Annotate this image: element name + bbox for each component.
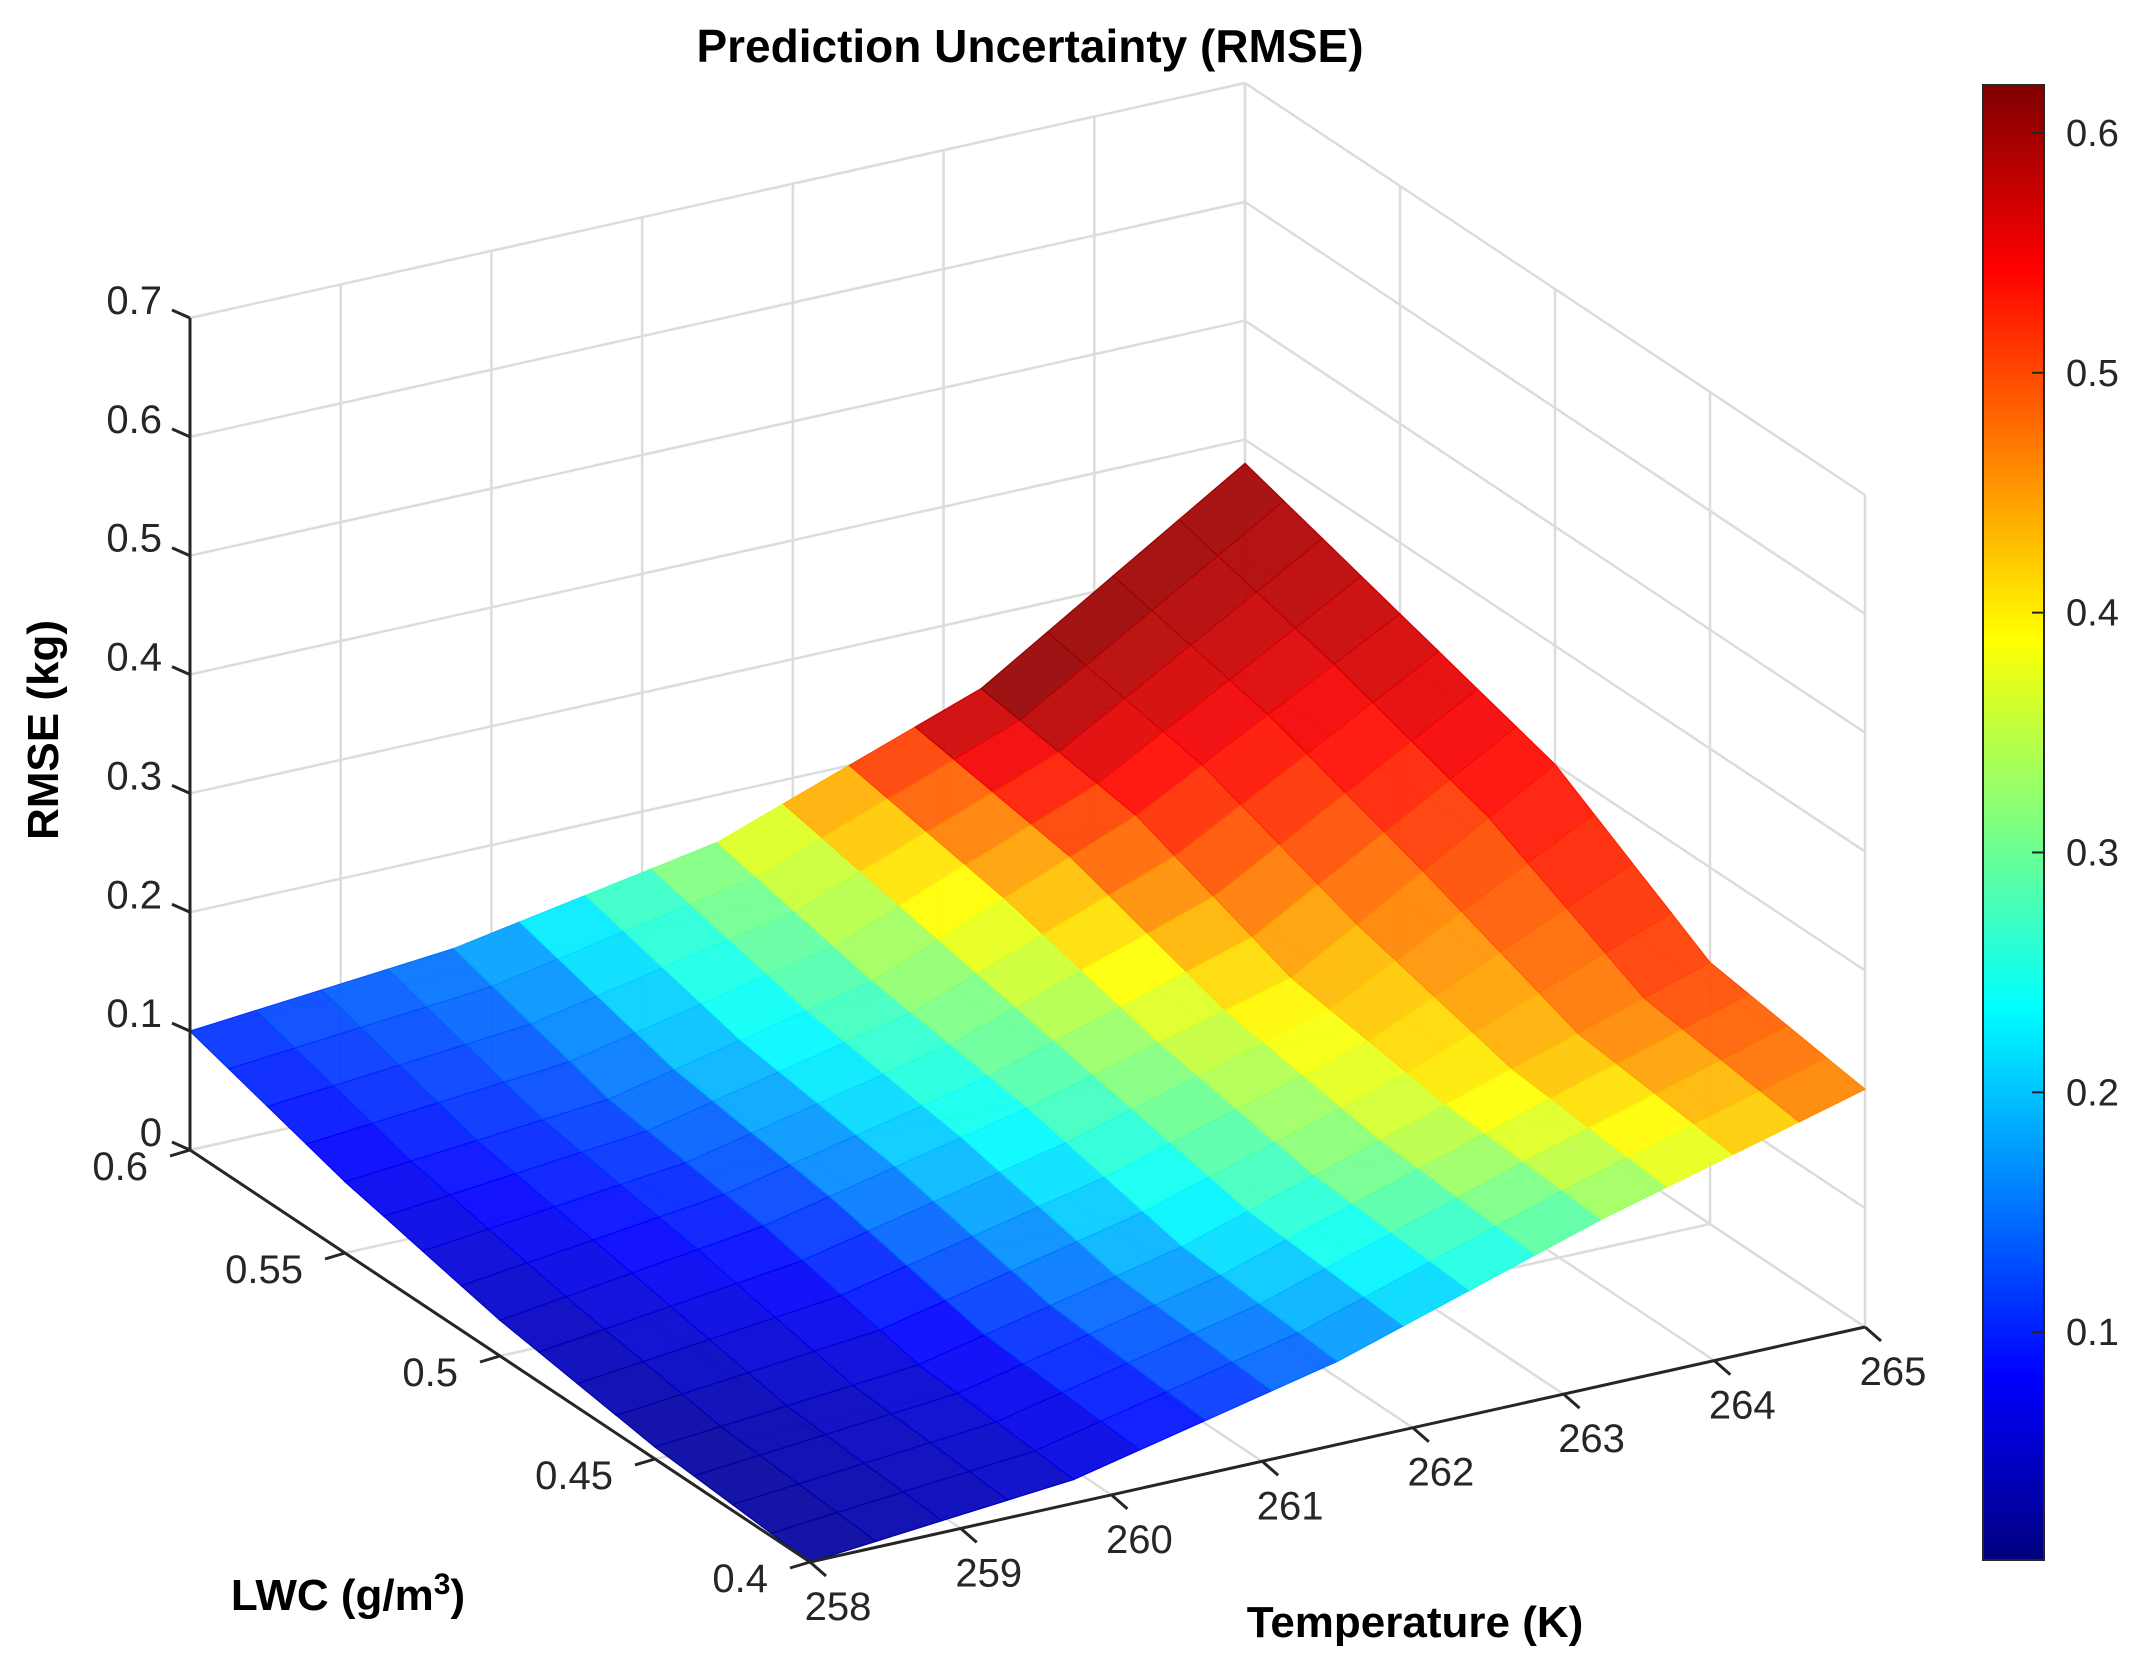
x-tick-label: 261	[1257, 1484, 1324, 1528]
y-axis-label: LWC (g/m3)	[231, 1568, 465, 1620]
z-tick-label: 0.7	[106, 279, 162, 323]
y-tick-label: 0.4	[712, 1557, 768, 1601]
grid-line	[189, 200, 1246, 439]
x-tick	[1864, 1325, 1882, 1343]
y-tick-label: 0.5	[402, 1351, 458, 1395]
z-tick	[171, 308, 191, 320]
z-axis-label: RMSE (kg)	[19, 620, 68, 840]
colorbar-tick-label: 0.3	[2066, 832, 2119, 874]
z-tick	[171, 546, 191, 558]
y-tick-label: 0.45	[535, 1454, 613, 1498]
y-tick-label: 0.55	[225, 1248, 303, 1292]
colorbar-tick-label: 0.6	[2066, 113, 2119, 155]
x-tick-label: 263	[1558, 1417, 1625, 1461]
x-tick-label: 259	[955, 1551, 1022, 1595]
colorbar	[1982, 84, 2045, 1561]
z-tick-label: 0	[140, 1111, 162, 1155]
grid-line	[1244, 319, 1866, 734]
x-tick	[1411, 1426, 1430, 1443]
x-tick-label: 264	[1709, 1384, 1776, 1428]
y-tick	[479, 1354, 501, 1364]
grid-line	[1244, 200, 1866, 615]
surface-patch	[1759, 1056, 1867, 1123]
tick-labels: 0 0.1 0.2 0.3 0.4 0.5 0.6 0.7 0.4 0.45 0.5 0.55 0.6 2…	[92, 279, 1926, 1629]
y-tick	[789, 1560, 811, 1570]
x-tick	[809, 1560, 827, 1578]
x-tick	[1261, 1460, 1280, 1477]
x-tick	[1713, 1359, 1732, 1376]
colorbar-ticks: 0.1 0.2 0.3 0.4 0.5 0.6	[2032, 113, 2119, 1354]
chart-title: Prediction Uncertainty (RMSE)	[696, 20, 1363, 72]
y-axis-label-sup: 3	[434, 1568, 451, 1601]
z-tick	[171, 1140, 191, 1152]
y-axis-label-prefix: LWC (g/m	[231, 1571, 434, 1620]
grid-line	[189, 319, 1246, 557]
y-tick	[634, 1457, 656, 1467]
z-tick	[171, 1021, 191, 1033]
axes	[169, 308, 1882, 1578]
z-tick-label: 0.4	[106, 636, 162, 680]
y-tick	[324, 1251, 346, 1261]
x-tick	[1562, 1393, 1581, 1410]
colorbar-tick-label: 0.1	[2066, 1312, 2119, 1354]
y-tick-label: 0.6	[92, 1145, 148, 1189]
x-axis-line	[809, 1325, 1866, 1564]
grid-line	[189, 557, 1246, 795]
colorbar-tick-label: 0.2	[2066, 1072, 2119, 1114]
x-tick-label: 265	[1860, 1350, 1927, 1394]
x-tick	[1110, 1493, 1129, 1510]
z-tick-label: 0.2	[106, 873, 162, 917]
z-tick	[171, 427, 191, 439]
grid-line	[189, 81, 1246, 320]
z-tick-label: 0.1	[106, 992, 162, 1036]
x-tick-label: 262	[1407, 1451, 1474, 1495]
z-tick-label: 0.3	[106, 754, 162, 798]
colorbar-tick-label: 0.5	[2066, 353, 2119, 395]
z-tick-label: 0.6	[106, 398, 162, 442]
x-tick-label: 260	[1106, 1518, 1173, 1562]
x-tick-label: 258	[805, 1585, 872, 1629]
x-axis-label: Temperature (K)	[1247, 1598, 1584, 1647]
colorbar-tick-label: 0.4	[2066, 593, 2119, 635]
z-tick	[171, 665, 191, 676]
grid-line	[1244, 81, 1866, 497]
y-axis-label-suffix: )	[450, 1571, 465, 1620]
grid-line	[189, 438, 1246, 676]
x-tick	[959, 1527, 978, 1544]
z-tick	[171, 902, 191, 914]
z-tick	[171, 784, 191, 795]
surface-mesh	[188, 462, 1867, 1563]
grid-line	[1244, 438, 1866, 853]
y-tick	[169, 1148, 191, 1158]
z-tick-label: 0.5	[106, 517, 162, 561]
